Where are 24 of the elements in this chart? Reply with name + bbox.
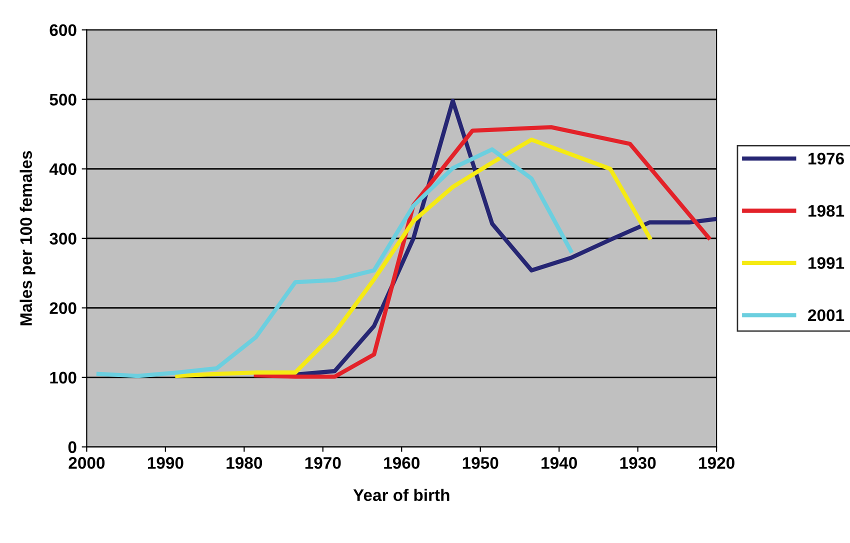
- x-tick-label: 1960: [384, 457, 420, 469]
- y-tick-label: 300: [50, 232, 76, 245]
- y-tick-label: 100: [50, 372, 76, 384]
- x-tick-label: 1970: [305, 457, 341, 469]
- y-tick-label: 500: [50, 94, 76, 106]
- y-tick-label: 0: [68, 441, 76, 454]
- y-tick-label: 400: [49, 163, 76, 176]
- x-tick-label: 1980: [226, 457, 262, 469]
- x-tick-label: 1990: [148, 457, 184, 469]
- legend-label: 2001: [808, 309, 844, 322]
- x-tick-label: 1920: [699, 457, 734, 469]
- line-series: [175, 138, 652, 378]
- x-tick-label: 1930: [620, 457, 656, 469]
- x-tick-label: 1940: [542, 457, 577, 469]
- y-tick-label: 200: [50, 302, 76, 314]
- legend-label: 1991: [808, 257, 844, 269]
- legend-label: 1976: [808, 152, 844, 165]
- y-axis-title: Males per 100 females: [20, 151, 36, 326]
- x-tick-label: 2000: [68, 457, 105, 469]
- x-tick-label: 1950: [462, 457, 498, 469]
- legend-label: 1981: [808, 204, 844, 217]
- x-axis-title: Year of birth: [353, 488, 450, 502]
- line-series: [96, 147, 573, 378]
- y-tick-label: 600: [50, 24, 76, 36]
